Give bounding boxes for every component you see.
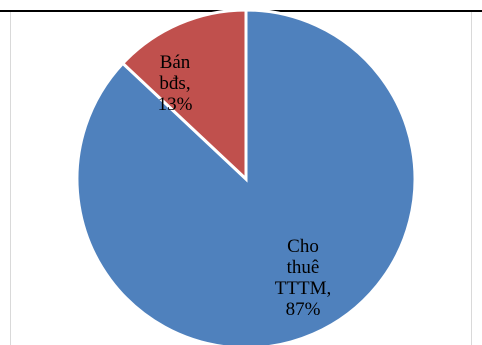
- chart-area-border-left: [10, 12, 11, 345]
- data-label-line: bđs,: [159, 73, 190, 94]
- pie-labels: Cho thuê TTTM, 87% Bán bđs, 13%: [158, 52, 332, 320]
- pie-slices: [75, 8, 417, 345]
- data-label-line: Cho: [287, 236, 319, 257]
- data-label-1: Bán bđs, 13%: [158, 52, 193, 115]
- data-label-line: 87%: [286, 299, 321, 320]
- chart-area-border-right: [471, 12, 472, 345]
- data-label-line: TTTM,: [275, 278, 331, 299]
- pie-slice-1: [120, 8, 248, 183]
- data-label-line: thuê: [287, 257, 320, 278]
- data-label-line: Bán: [160, 52, 191, 73]
- pie-slice-0: [75, 8, 417, 345]
- data-label-line: 13%: [158, 94, 193, 115]
- data-label-0: Cho thuê TTTM, 87%: [275, 236, 331, 320]
